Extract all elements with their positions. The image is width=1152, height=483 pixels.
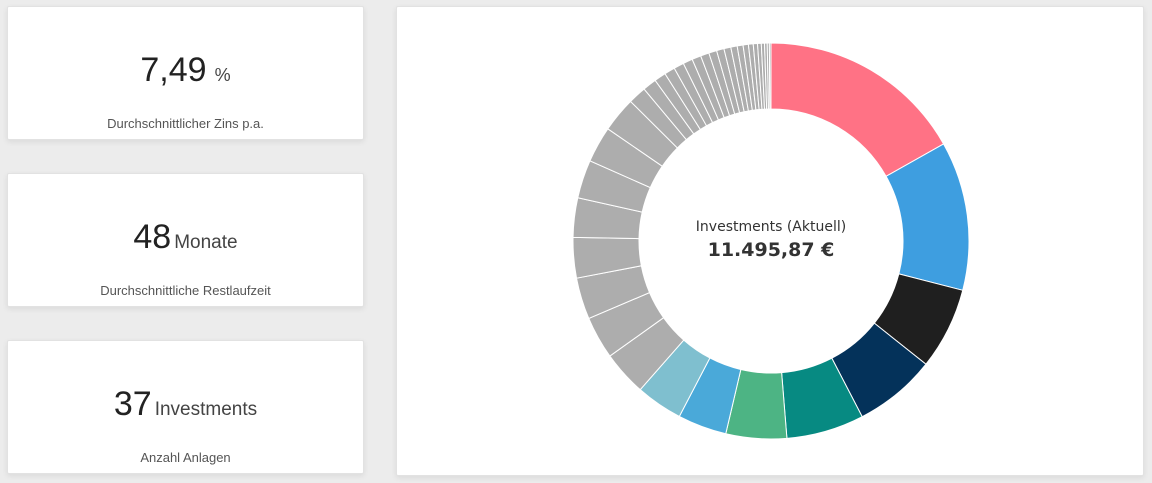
donut-slices: [572, 42, 970, 440]
chart-card: Investments (Aktuell) 11.495,87 €: [396, 6, 1144, 476]
remaining-term-value: 48: [133, 218, 172, 256]
stat-value-row: 37 Investments: [8, 385, 363, 423]
investment-count-label: Anzahl Anlagen: [140, 450, 231, 465]
interest-rate-value: 7,49: [140, 51, 207, 89]
stat-value-row: 7,49%: [8, 51, 363, 89]
chart-center-value: 11.495,87 €: [708, 239, 835, 261]
stat-card-interest: 7,49% Durchschnittlicher Zins p.a.: [7, 6, 364, 140]
remaining-term-unit: Monate: [174, 232, 238, 253]
investment-count-unit: Investments: [154, 399, 258, 420]
investment-count-value: 37: [113, 385, 152, 423]
donut-slice-37[interactable]: [768, 42, 772, 110]
remaining-term-label: Durchschnittliche Restlaufzeit: [100, 283, 271, 298]
donut-chart: Investments (Aktuell) 11.495,87 €: [572, 42, 970, 440]
interest-rate-label: Durchschnittlicher Zins p.a.: [107, 116, 264, 131]
interest-rate-unit: %: [214, 65, 231, 85]
donut-slice-1[interactable]: [770, 42, 945, 177]
stat-card-investment-count: 37 Investments Anzahl Anlagen: [7, 340, 364, 474]
chart-center-label: Investments (Aktuell): [696, 219, 846, 235]
stat-value-row: 48 Monate: [8, 218, 363, 256]
stat-card-remaining-term: 48 Monate Durchschnittliche Restlaufzeit: [7, 173, 364, 307]
